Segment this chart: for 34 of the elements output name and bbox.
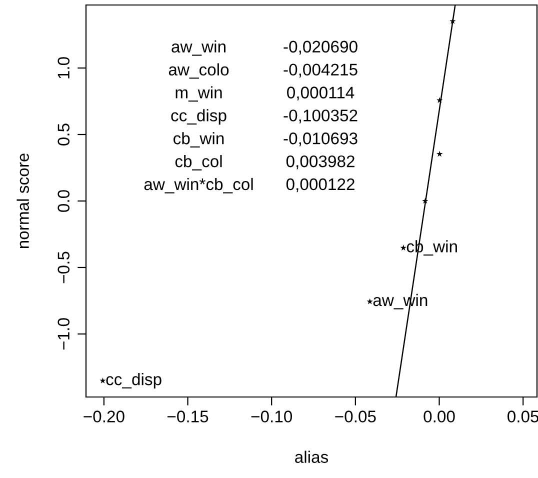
point xyxy=(400,244,406,251)
point xyxy=(100,378,106,384)
annotation: aw_win*cb_col xyxy=(144,178,253,194)
point xyxy=(436,97,443,103)
y-tick-label: 0.5 xyxy=(58,124,70,146)
annotation: cb_col xyxy=(175,155,222,170)
point xyxy=(366,298,373,304)
y-tick-label: −0.5 xyxy=(58,252,70,284)
point xyxy=(450,18,456,24)
x-tick-label: −0.20 xyxy=(84,410,124,422)
annotation: -0,100352 xyxy=(284,110,358,124)
point xyxy=(436,150,443,157)
point xyxy=(422,198,428,204)
annotation: -0,004215 xyxy=(284,64,358,78)
annotation: cc_disp xyxy=(106,373,162,389)
annotation: m_win xyxy=(176,86,222,102)
y-tick-label: 0.0 xyxy=(58,190,70,212)
annotation: aw_colo xyxy=(168,63,229,79)
annotation: -0,010693 xyxy=(284,132,358,146)
x-tick-label: −0.05 xyxy=(335,410,376,422)
y-tick-label: 1.0 xyxy=(58,57,70,78)
annotation: cc_disp xyxy=(171,109,226,125)
annotation: cb_win xyxy=(174,132,224,148)
y-axis-title: normal score xyxy=(16,154,29,248)
x-tick-label: 0.00 xyxy=(424,410,455,422)
x-tick-label: −0.10 xyxy=(251,410,292,422)
annotation: -0,020690 xyxy=(284,40,358,55)
annotation: 0,000114 xyxy=(287,86,354,100)
x-tick-label: −0.15 xyxy=(168,410,208,422)
annotation: aw_win xyxy=(172,40,226,56)
annotation: 0,000122 xyxy=(286,178,354,192)
y-tick-label: −1.0 xyxy=(58,318,70,350)
annotation: 0,003982 xyxy=(286,155,354,170)
x-axis-title: alias xyxy=(295,450,328,463)
